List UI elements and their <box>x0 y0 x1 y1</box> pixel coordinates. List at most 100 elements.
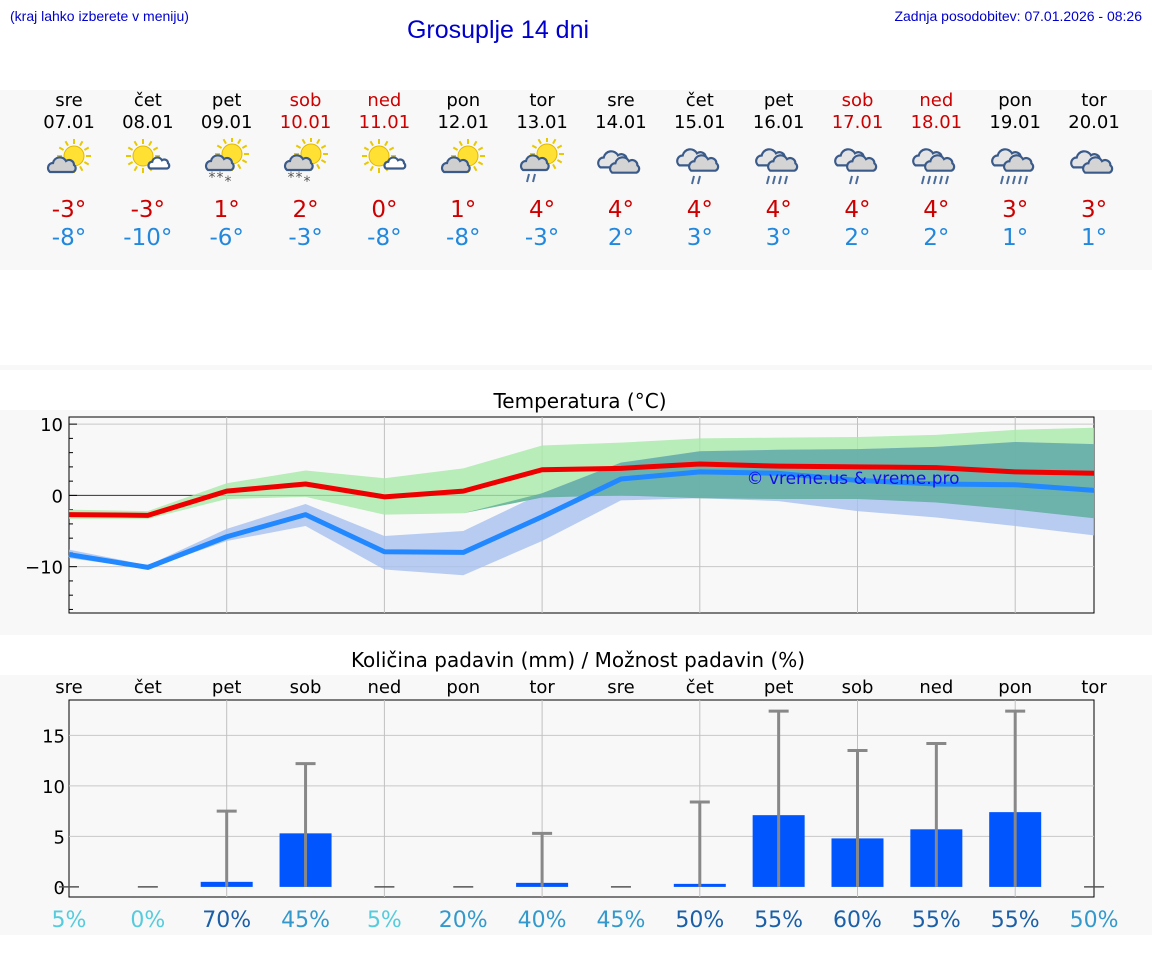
max-temperature: 4° <box>923 197 950 223</box>
precip-probability: 5% <box>367 908 402 933</box>
min-temperature: -8° <box>51 225 87 251</box>
max-temperature: 4° <box>844 197 871 223</box>
day-date: 20.01 <box>1068 112 1120 133</box>
sun-cloud-snow-icon: * * * <box>283 138 328 188</box>
day-name: sre <box>55 90 83 111</box>
precip-day-label: čet <box>686 677 714 698</box>
cloudy-icon <box>1070 150 1114 174</box>
precip-probability: 5% <box>52 908 87 933</box>
cloud-heavy-rain-icon <box>991 148 1035 185</box>
cloud-light-rain-icon <box>833 148 877 185</box>
min-temperature: -10° <box>123 225 173 251</box>
y-tick-label: 5 <box>54 827 65 848</box>
max-temperature: 4° <box>686 197 713 223</box>
day-name: čet <box>133 90 162 111</box>
precip-day-label: tor <box>1081 677 1107 698</box>
forecast-day: ned 11.01 0° -8° <box>344 90 424 252</box>
precip-day-label: tor <box>529 677 555 698</box>
forecast-day: pon 12.01 1° -8° <box>423 90 503 252</box>
svg-text:*: * <box>216 170 223 186</box>
max-temperature: 3° <box>1080 197 1108 223</box>
day-date: 13.01 <box>516 112 568 133</box>
min-temperature: -3° <box>288 225 323 251</box>
min-temperature: 3° <box>686 225 713 251</box>
forecast-day: sob 17.01 4° 2° <box>818 90 898 252</box>
min-temperature-line <box>68 469 1095 570</box>
min-temperature: 2° <box>923 225 950 251</box>
day-date: 11.01 <box>358 112 411 133</box>
cloudy-icon <box>597 150 641 174</box>
day-name: tor <box>1081 90 1107 111</box>
last-updated: Zadnja posodobitev: 07.01.2026 - 08:26 <box>894 8 1142 24</box>
forecast-day: čet 08.01 -3° -10° <box>108 90 188 252</box>
daily-forecast-panel: sre 07.01 -3° -8° čet 08.01 -3° -10° pet 09.01 * * *… <box>0 90 1152 270</box>
partly-cloudy-icon <box>46 139 91 174</box>
mostly-sunny-icon <box>125 139 171 173</box>
svg-text:*: * <box>303 174 310 188</box>
cloud-light-rain-icon <box>675 148 719 185</box>
day-date: 18.01 <box>910 112 963 133</box>
day-name: sre <box>607 90 635 111</box>
precip-day-label: ned <box>919 677 953 698</box>
location-menu-hint: (kraj lahko izberete v meniju) <box>10 8 189 24</box>
y-tick-label: 15 <box>42 726 65 747</box>
page-title: Grosuplje 14 dni <box>406 16 590 44</box>
precip-day-label: sre <box>607 677 634 698</box>
precipitation-chart-title: Količina padavin (mm) / Možnost padavin … <box>351 648 805 672</box>
day-name: sob <box>841 90 874 111</box>
day-name: pet <box>763 90 794 111</box>
precip-day-label: sob <box>842 677 874 698</box>
min-temperature: 1° <box>1002 225 1029 251</box>
min-temperature: 3° <box>765 225 792 251</box>
watermark: © vreme.us & vreme.pro <box>746 469 959 489</box>
precip-day-label: sob <box>290 677 322 698</box>
cloud-rain-icon <box>754 148 798 185</box>
precip-day-label: pon <box>446 677 480 698</box>
forecast-day: sre 14.01 4° 2° <box>581 90 661 252</box>
svg-text:*: * <box>224 174 231 188</box>
day-date: 16.01 <box>752 112 805 133</box>
precip-probability: 70% <box>202 908 251 933</box>
day-date: 08.01 <box>122 112 174 133</box>
min-temperature: -8° <box>367 225 402 251</box>
day-name: ned <box>919 90 954 111</box>
day-date: 15.01 <box>674 112 726 133</box>
day-name: čet <box>685 90 714 111</box>
forecast-day: tor 13.01 4° -3° <box>502 90 582 252</box>
min-temperature: -6° <box>209 225 244 251</box>
forecast-day: pet 09.01 * * * 1° -6° <box>187 90 267 252</box>
band-overlap <box>69 441 1095 519</box>
day-name: tor <box>529 90 555 111</box>
precip-probability: 45% <box>281 908 330 933</box>
svg-text:*: * <box>295 170 302 186</box>
day-name: pon <box>998 90 1033 111</box>
precip-day-label: pet <box>212 677 242 698</box>
sun-cloud-rain-icon <box>520 138 565 183</box>
forecast-day: pet 16.01 4° 3° <box>739 90 819 252</box>
svg-text:*: * <box>287 170 294 186</box>
max-temperature: 1° <box>213 197 240 223</box>
precip-probability: 40% <box>518 908 567 933</box>
max-temperature: 4° <box>765 197 792 223</box>
forecast-day: sre 07.01 -3° -8° <box>29 90 109 252</box>
precip-day-label: pon <box>998 677 1032 698</box>
y-tick-label: 0 <box>52 486 63 507</box>
day-date: 09.01 <box>200 112 253 133</box>
spacer-band <box>0 365 1152 370</box>
max-temperature: 1° <box>450 197 477 223</box>
precip-probability: 50% <box>675 908 724 933</box>
max-temperature: 4° <box>529 197 556 223</box>
precip-probability: 45% <box>596 908 645 933</box>
day-date: 14.01 <box>595 112 647 133</box>
precip-day-label: ned <box>367 677 401 698</box>
precip-day-label: čet <box>134 677 162 698</box>
day-name: pon <box>446 90 481 111</box>
precip-probability: 20% <box>439 908 488 933</box>
day-date: 17.01 <box>831 112 884 133</box>
sun-cloud-snow-icon: * * * <box>204 138 249 188</box>
precip-probability: 55% <box>754 908 803 933</box>
partly-cloudy-icon <box>441 139 486 174</box>
forecast-day: tor 20.01 3° 1° <box>1054 90 1134 252</box>
day-name: sob <box>289 90 322 111</box>
